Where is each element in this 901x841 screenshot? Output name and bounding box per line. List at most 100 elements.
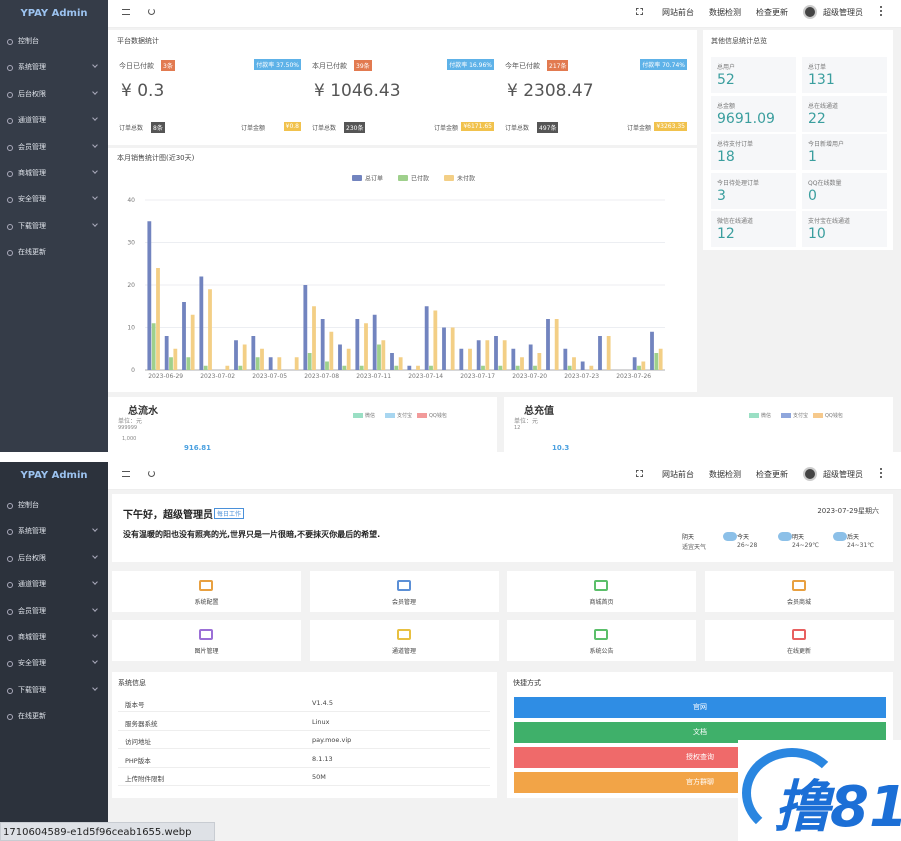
legend-label: QQ钱包 bbox=[429, 413, 447, 419]
menu-item[interactable]: 会员管理 bbox=[18, 606, 46, 615]
top-link[interactable]: 数据检测 bbox=[709, 8, 741, 17]
menu-item[interactable]: 后台权限 bbox=[18, 89, 46, 98]
bar bbox=[476, 340, 481, 370]
menu-item[interactable]: 后台权限 bbox=[18, 553, 46, 562]
legend-swatch bbox=[781, 413, 791, 418]
bar bbox=[294, 357, 299, 370]
shortcut-tile[interactable]: 在线更新 bbox=[704, 620, 894, 661]
menu-icon bbox=[7, 144, 13, 151]
shortcut-tile[interactable]: 系统公告 bbox=[507, 620, 696, 661]
avatar bbox=[803, 467, 817, 481]
shortcut-tile[interactable]: 商城首页 bbox=[507, 571, 696, 612]
y-tick-label: 40 bbox=[127, 197, 135, 204]
orders-badge: 230条 bbox=[344, 122, 366, 133]
shortcut-button[interactable]: 文档 bbox=[514, 722, 886, 743]
bar bbox=[563, 348, 568, 370]
menu-item[interactable]: 会员管理 bbox=[18, 142, 46, 151]
top-link[interactable]: 检查更新 bbox=[756, 8, 788, 17]
menu-item[interactable]: 在线更新 bbox=[18, 248, 46, 257]
info-row: PHP版本 8.1.13 bbox=[118, 750, 490, 768]
overview-value: 18 bbox=[717, 149, 735, 165]
menu-toggle[interactable] bbox=[122, 471, 130, 477]
bar bbox=[346, 348, 351, 370]
menu-item[interactable]: 商城管理 bbox=[18, 169, 46, 177]
menu-item[interactable]: 在线更新 bbox=[18, 712, 46, 721]
top-link[interactable]: 检查更新 bbox=[756, 470, 788, 479]
menu-item[interactable]: 安全管理 bbox=[18, 195, 46, 204]
chevron bbox=[92, 141, 98, 148]
menu-item[interactable]: 商城管理 bbox=[18, 633, 46, 641]
bar bbox=[407, 365, 412, 370]
legend-label: 支付宝 bbox=[793, 413, 809, 419]
chart-title: 本月销售统计图(近30天) bbox=[117, 153, 195, 162]
bar bbox=[485, 340, 490, 370]
menu-item[interactable]: 下载管理 bbox=[18, 685, 46, 694]
shortcut-tile[interactable]: 通道管理 bbox=[309, 620, 499, 661]
stat-card: 今年已付款 217条 付款率 70.74% ¥ 2308.47 订单总数 497条 ¥326… bbox=[503, 50, 687, 138]
shortcut-tile[interactable]: 会员管理 bbox=[309, 571, 499, 612]
x-tick-label: 2023-06-29 bbox=[148, 373, 183, 380]
refresh[interactable] bbox=[148, 8, 155, 15]
top-link[interactable]: 网站前台 bbox=[662, 8, 694, 17]
shortcut-tile[interactable]: 会员商城 bbox=[704, 571, 894, 612]
brand: YPAY Admin bbox=[20, 470, 88, 481]
bar bbox=[156, 268, 160, 370]
welcome-panel: 下午好，超级管理员 每日工作 2023-07-29星期六 没有温暖的阳也没有照亮的光,… bbox=[112, 494, 893, 562]
panel-title: 平台数据统计 bbox=[117, 37, 159, 45]
bar bbox=[424, 306, 429, 370]
count-badge: 3条 bbox=[161, 60, 175, 71]
bar bbox=[173, 348, 178, 370]
bar bbox=[303, 285, 308, 370]
top-link[interactable]: 网站前台 bbox=[662, 470, 694, 479]
menu-item[interactable]: 安全管理 bbox=[18, 659, 46, 668]
bar bbox=[515, 365, 520, 370]
bar bbox=[494, 336, 498, 370]
menu-item[interactable]: 通道管理 bbox=[18, 116, 46, 125]
more[interactable] bbox=[880, 468, 882, 478]
bar bbox=[355, 319, 360, 370]
bar bbox=[277, 357, 282, 370]
menu-item[interactable]: 通道管理 bbox=[18, 580, 46, 589]
menu-icon bbox=[7, 582, 13, 589]
fullscreen[interactable] bbox=[636, 8, 643, 15]
top-link[interactable]: 数据检测 bbox=[709, 470, 741, 479]
card-label: 本月已付款 bbox=[312, 62, 347, 70]
count-badge: 39条 bbox=[354, 60, 372, 71]
menu-icon bbox=[7, 91, 13, 98]
fullscreen[interactable] bbox=[636, 470, 643, 477]
menu-icon bbox=[7, 39, 13, 45]
shortcut-tile[interactable]: 图片管理 bbox=[112, 620, 301, 661]
menu-icon bbox=[7, 65, 13, 72]
x-tick-label: 2023-07-23 bbox=[564, 373, 599, 380]
x-tick-label: 2023-07-11 bbox=[356, 373, 391, 380]
bar bbox=[325, 361, 329, 370]
more[interactable] bbox=[880, 6, 882, 16]
menu-toggle[interactable] bbox=[122, 9, 130, 15]
menu-icon bbox=[7, 608, 13, 615]
info-row: 版本号 V1.4.5 bbox=[118, 694, 490, 712]
tile-icon bbox=[396, 629, 411, 640]
legend-label: 总订单 bbox=[365, 175, 383, 183]
flow-value: 916.81 bbox=[184, 444, 212, 452]
bar bbox=[416, 365, 420, 370]
menu-item[interactable]: 下载管理 bbox=[18, 221, 46, 230]
user[interactable]: 超级管理员 bbox=[823, 470, 863, 479]
menu-icon bbox=[7, 635, 13, 641]
chevron bbox=[92, 194, 98, 201]
shortcut-button[interactable]: 官网 bbox=[514, 697, 886, 718]
shortcut-tile[interactable]: 系统配置 bbox=[112, 571, 301, 612]
overview-label: 总用户 bbox=[717, 64, 736, 71]
overview-cell: 总用户 52 bbox=[711, 57, 796, 93]
info-key: 版本号 bbox=[125, 701, 145, 709]
menu-item[interactable]: 控制台 bbox=[18, 501, 39, 509]
tile-label: 通道管理 bbox=[391, 648, 416, 655]
menu-item[interactable]: 系统管理 bbox=[18, 63, 46, 72]
bar bbox=[390, 353, 394, 370]
refresh[interactable] bbox=[148, 470, 155, 477]
bar bbox=[242, 344, 247, 370]
menu-item[interactable]: 控制台 bbox=[18, 37, 39, 45]
overview-label: 总待支付订单 bbox=[717, 141, 754, 148]
menu-item[interactable]: 系统管理 bbox=[18, 527, 46, 536]
info-value: 50M bbox=[312, 773, 326, 781]
user[interactable]: 超级管理员 bbox=[823, 8, 863, 17]
